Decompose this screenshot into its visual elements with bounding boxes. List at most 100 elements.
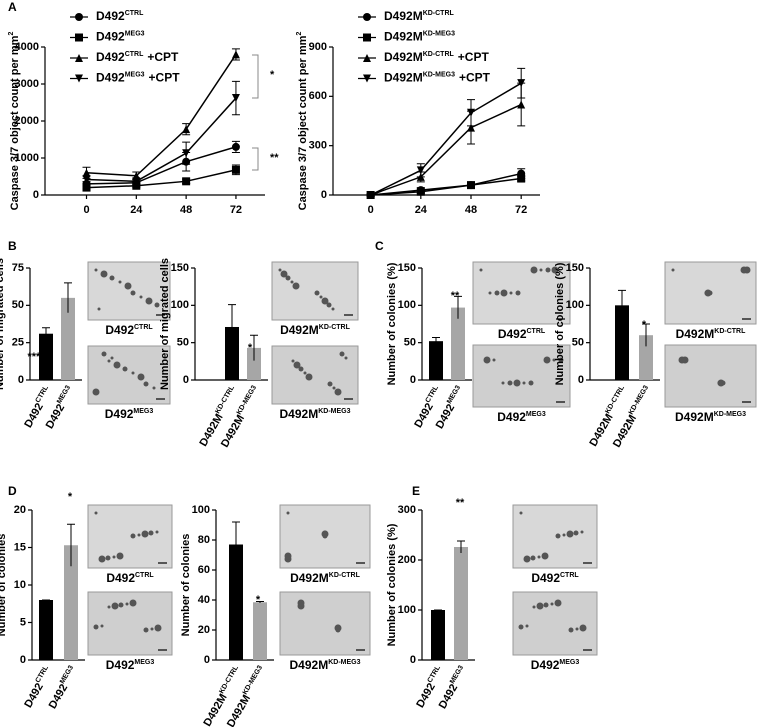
cell — [344, 356, 348, 360]
cell — [124, 282, 132, 290]
micrograph-label-base: D492 — [106, 571, 135, 585]
marker — [182, 177, 191, 186]
bar — [615, 305, 629, 380]
bar — [229, 544, 243, 660]
micrograph-label: D492MKD-MEG3 — [280, 407, 351, 421]
cell — [100, 624, 104, 628]
series-line — [370, 82, 522, 196]
y-tick-label: 25 — [12, 337, 24, 349]
bar — [454, 547, 468, 660]
marker — [75, 54, 83, 62]
y-tick-label: 5 — [20, 616, 26, 628]
legend-label: D492MKD-CTRL +CPT — [384, 50, 489, 64]
cell — [537, 555, 541, 559]
legend-label-suffix: +CPT — [149, 71, 181, 85]
bar — [431, 610, 445, 660]
micrograph-label: D492CTRL — [531, 571, 579, 585]
cell — [137, 533, 141, 537]
annotation: **** — [27, 351, 45, 363]
x-tick-label-base: D492 — [44, 402, 68, 431]
legend-label: D492MEG3 +CPT — [96, 71, 180, 85]
cell — [298, 366, 304, 372]
micrograph-label: D492CTRL — [498, 327, 546, 341]
cell — [125, 602, 129, 606]
y-tick-label: 150 — [171, 262, 189, 274]
cell — [479, 268, 483, 272]
cell — [562, 533, 566, 537]
x-tick-label-sup: MEG3 — [446, 384, 462, 405]
micrograph — [472, 344, 571, 408]
annotation: ** — [456, 497, 465, 509]
panel-label: C — [375, 239, 384, 253]
y-tick-label: 0 — [204, 654, 210, 666]
x-tick-label-sup: CTRL — [426, 664, 442, 684]
x-tick-label-base: D492 — [414, 681, 438, 710]
micrograph-label-base: D492 — [105, 407, 134, 421]
micrograph-label-sup: KD-CTRL — [319, 324, 351, 331]
annotation: ** — [270, 152, 279, 164]
cell — [519, 511, 523, 515]
x-tick-label: 0 — [83, 204, 89, 216]
marker — [467, 108, 475, 117]
cell — [554, 599, 562, 607]
y-tick-label: 40 — [198, 594, 210, 606]
cell — [536, 602, 544, 610]
micrograph-label-sup: MEG3 — [526, 411, 546, 418]
y-tick-label: 1000 — [15, 152, 39, 164]
micrograph-label-sup: MEG3 — [559, 659, 579, 666]
cell — [107, 605, 111, 609]
cell — [93, 624, 99, 630]
cell — [100, 270, 108, 278]
micrograph-label-base: D492 — [105, 323, 134, 337]
panel-label: E — [412, 484, 420, 498]
micrograph-label-sup: MEG3 — [133, 408, 153, 415]
micrograph-label-base: D492M — [280, 323, 319, 337]
y-axis-label: Number of colonies — [180, 534, 192, 637]
cell — [501, 381, 505, 385]
micrograph-label-sup: KD-CTRL — [329, 572, 361, 579]
y-tick-label: 80 — [198, 534, 210, 546]
y-axis-label: Number of colonies (%) — [554, 262, 566, 385]
cell — [150, 627, 154, 631]
annotation: * — [270, 69, 275, 81]
legend-label-sup: MEG3 — [125, 30, 145, 37]
y-tick-label: 0 — [578, 374, 584, 386]
cell — [319, 295, 323, 299]
annotation: * — [642, 319, 647, 331]
cell — [509, 291, 513, 295]
micrograph-label-base: D492M — [290, 658, 329, 672]
y-tick-label: 75 — [12, 262, 24, 274]
marker — [75, 33, 83, 42]
panel-label: D — [8, 484, 17, 498]
cell — [507, 380, 513, 386]
series-line — [86, 169, 237, 189]
micrograph-label-base: D492M — [676, 327, 715, 341]
marker — [517, 174, 526, 183]
legend-label: D492MKD-MEG3 +CPT — [384, 71, 491, 85]
cell — [143, 627, 149, 633]
micrograph-label: D492CTRL — [105, 323, 153, 337]
annotation: * — [68, 491, 73, 503]
y-tick-label: 15 — [14, 541, 26, 553]
marker — [75, 13, 83, 21]
y-axis-label: Number of colonies — [0, 534, 8, 637]
bar — [451, 307, 465, 380]
y-tick-label: 20 — [198, 624, 210, 636]
legend-label-base: D492 — [96, 71, 125, 85]
series-line — [370, 103, 522, 196]
x-tick-label-base: D492 — [22, 681, 46, 710]
micrograph-label: D492MKD-CTRL — [676, 327, 747, 341]
micrograph — [279, 591, 371, 656]
legend-label-base: D492M — [384, 71, 423, 85]
cell — [513, 379, 521, 387]
x-tick-label-sup: KD-CTRL — [218, 664, 240, 695]
cell — [573, 530, 579, 536]
cell — [332, 386, 336, 390]
cell — [566, 530, 574, 538]
cell — [145, 297, 153, 305]
cell — [671, 268, 675, 272]
annotation: ** — [451, 290, 460, 302]
y-axis-label: Number of migrated cells — [159, 258, 171, 390]
cell — [323, 530, 327, 534]
